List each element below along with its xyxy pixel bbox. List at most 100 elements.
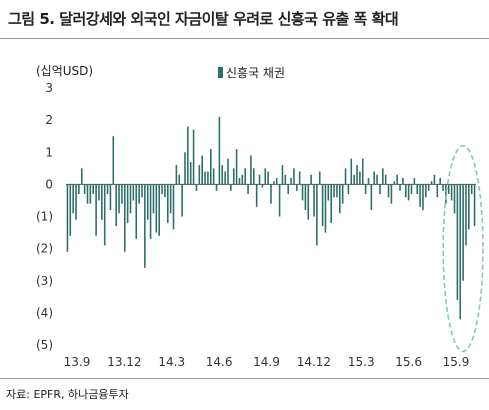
y-axis-ticks: 3 2 1 0 (1) (2) (3) (4) (5) xyxy=(36,81,476,352)
bar xyxy=(404,184,407,198)
bar xyxy=(235,149,238,185)
bar xyxy=(384,174,387,185)
bar xyxy=(287,184,289,195)
bar xyxy=(413,177,416,185)
x-tick-label: 15.9 xyxy=(443,355,470,369)
bar xyxy=(230,184,232,191)
bar xyxy=(341,184,344,204)
bar xyxy=(158,184,160,236)
chart-legend: 신흥국 채권 xyxy=(218,64,285,81)
legend-label: 신흥국 채권 xyxy=(226,66,286,80)
bar xyxy=(324,184,327,233)
bar xyxy=(215,184,218,191)
bar xyxy=(264,168,267,185)
bar xyxy=(155,184,158,233)
bar xyxy=(361,158,364,185)
bar xyxy=(141,184,143,198)
bar xyxy=(86,184,89,204)
bar xyxy=(218,116,221,185)
bar xyxy=(149,184,152,239)
bar xyxy=(250,155,252,185)
bar xyxy=(123,184,126,252)
bar xyxy=(201,155,203,185)
bar xyxy=(350,158,353,185)
bar xyxy=(192,129,195,185)
bar xyxy=(316,184,318,246)
bar xyxy=(207,171,209,185)
bar xyxy=(247,184,249,195)
bar xyxy=(210,149,212,185)
bar xyxy=(83,184,86,195)
bar xyxy=(347,184,350,195)
bar xyxy=(144,184,146,268)
x-tick-label: 13.9 xyxy=(64,355,91,369)
bar xyxy=(307,184,310,220)
bar xyxy=(359,171,361,185)
bar xyxy=(152,184,155,214)
bar xyxy=(181,184,183,217)
x-tick-label: 13.12 xyxy=(107,355,141,369)
x-tick-label: 14.9 xyxy=(253,355,280,369)
bar xyxy=(112,136,115,185)
bar-chart: 3 2 1 0 (1) (2) (3) (4) (5) 13.9 13.12 14.3 14.6 14.… xyxy=(36,81,484,369)
y-tick-label: (4) xyxy=(36,306,53,320)
bar xyxy=(301,184,304,201)
bar xyxy=(422,184,424,211)
bar xyxy=(430,181,433,185)
bar xyxy=(290,177,292,185)
x-tick-label: 15.3 xyxy=(348,355,375,369)
bar xyxy=(184,152,186,185)
bar xyxy=(109,184,112,211)
bar xyxy=(330,184,332,223)
bar xyxy=(164,184,166,198)
title-divider xyxy=(0,38,489,39)
bar xyxy=(89,184,92,204)
y-tick-label: 1 xyxy=(45,145,53,159)
bar xyxy=(344,168,347,185)
bar xyxy=(367,177,370,185)
bar xyxy=(442,184,444,191)
x-tick-label: 14.3 xyxy=(158,355,185,369)
bar xyxy=(75,184,77,220)
bar xyxy=(258,174,261,185)
bar xyxy=(69,184,72,236)
y-tick-label: 2 xyxy=(45,113,53,127)
bar xyxy=(166,184,169,223)
footer-divider xyxy=(0,378,489,379)
bar xyxy=(66,184,69,252)
bar xyxy=(433,174,436,185)
bar xyxy=(198,165,201,185)
highlight-ellipse xyxy=(442,145,484,353)
figure-title: 그림 5. 달러강세와 외국인 자금이탈 우려로 신흥국 유출 폭 확대 xyxy=(8,10,399,28)
bar xyxy=(399,184,401,191)
y-tick-label: (1) xyxy=(36,210,53,224)
x-axis-ticks: 13.9 13.12 14.3 14.6 14.9 14.12 15.3 15.6 15.9 xyxy=(64,355,470,369)
bar xyxy=(427,184,430,191)
bar xyxy=(284,174,287,185)
bar xyxy=(447,184,450,195)
bar xyxy=(221,165,224,185)
bar xyxy=(321,184,324,227)
bar xyxy=(138,184,140,204)
bar xyxy=(327,184,330,201)
bar xyxy=(298,171,301,185)
bar xyxy=(227,158,229,185)
bar xyxy=(373,171,376,185)
bar xyxy=(382,168,384,185)
bar xyxy=(436,184,439,198)
bar xyxy=(336,184,338,198)
y-tick-label: 3 xyxy=(45,81,53,95)
bar xyxy=(278,184,281,217)
bar xyxy=(393,181,396,185)
bar xyxy=(376,174,378,185)
bar xyxy=(468,184,470,230)
bar xyxy=(161,184,163,195)
bar xyxy=(353,174,355,185)
bar xyxy=(459,184,462,320)
bar xyxy=(387,184,390,198)
bar xyxy=(172,184,175,230)
bar xyxy=(212,168,215,185)
bar xyxy=(106,184,109,195)
bar xyxy=(118,184,120,214)
bar xyxy=(310,174,312,185)
